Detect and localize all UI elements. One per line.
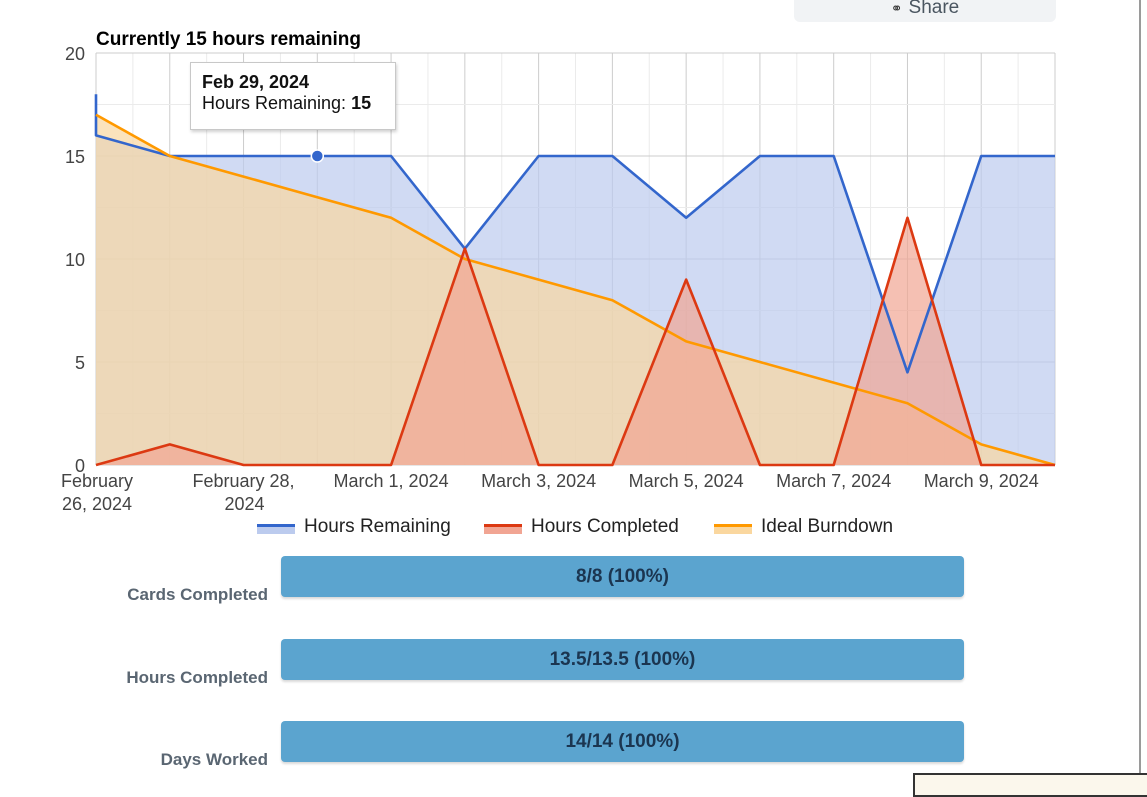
stat-label-days-worked: Days Worked (160, 750, 268, 769)
legend-swatch-hours-completed (484, 520, 522, 534)
legend-item-ideal-burndown[interactable]: Ideal Burndown (714, 516, 893, 538)
share-icon: ⚭ (890, 0, 903, 16)
x-tick-label: March 3, 2024 (481, 471, 596, 491)
focus-point (310, 149, 325, 163)
x-tick-label: March 5, 2024 (629, 471, 744, 491)
tooltip-value: 15 (351, 93, 372, 113)
y-tick-label: 0 (75, 456, 85, 476)
y-tick-label: 15 (65, 147, 85, 167)
bottom-panel-edge (913, 773, 1147, 797)
legend-swatch-hours-remaining (257, 520, 295, 534)
y-tick-label: 5 (75, 353, 85, 373)
stat-bar-hours-completed: 13.5/13.5 (100%) (281, 639, 964, 680)
chart-title: Currently 15 hours remaining (96, 29, 361, 50)
legend-label-ideal-burndown: Ideal Burndown (761, 516, 894, 537)
legend-item-hours-completed[interactable]: Hours Completed (484, 516, 679, 538)
share-label: Share (908, 0, 960, 18)
x-tick-label: February 28, 2024 (193, 471, 295, 514)
x-tick-label: March 1, 2024 (334, 471, 449, 491)
legend-swatch-ideal-burndown (714, 520, 752, 534)
x-tick-label: March 7, 2024 (776, 471, 891, 491)
chart-legend: Hours Remaining Hours Completed Ideal Bu… (0, 516, 1147, 542)
stat-label-cards-completed: Cards Completed (127, 585, 268, 604)
stat-bar-cards-completed: 8/8 (100%) (281, 556, 964, 597)
focus-marker (310, 149, 325, 163)
stat-label-hours-completed: Hours Completed (126, 668, 268, 687)
legend-item-hours-remaining[interactable]: Hours Remaining (257, 516, 451, 538)
legend-label-hours-remaining: Hours Remaining (304, 516, 451, 537)
x-axis-ticks: February 26, 2024 February 28, 2024 March 1,… (61, 471, 1039, 514)
stat-bar-days-worked: 14/14 (100%) (281, 721, 964, 762)
tooltip-label: Hours Remaining: (202, 93, 347, 113)
y-axis-ticks: 0 5 10 15 20 (65, 44, 85, 476)
chart-lines (94, 94, 1056, 467)
area-hours-completed (96, 217, 1055, 465)
chart-tooltip: Feb 29, 2024 Hours Remaining: 15 (190, 62, 396, 130)
tooltip-date: Feb 29, 2024 (202, 72, 310, 92)
share-button[interactable]: ⚭ Share (794, 0, 1056, 22)
burndown-chart: Currently 15 hours remaining 0 5 10 15 20 Fe… (61, 29, 1056, 514)
line-hours-completed (95, 216, 1055, 467)
x-tick-label: February 26, 2024 (61, 471, 133, 514)
x-tick-label: March 9, 2024 (924, 471, 1039, 491)
window-edge (1139, 0, 1141, 781)
legend-label-hours-completed: Hours Completed (531, 516, 679, 537)
line-ideal-burndown (95, 113, 1056, 467)
tooltip-value-row: Hours Remaining: 15 (202, 93, 384, 114)
y-tick-label: 20 (65, 44, 85, 64)
y-tick-label: 10 (65, 250, 85, 270)
